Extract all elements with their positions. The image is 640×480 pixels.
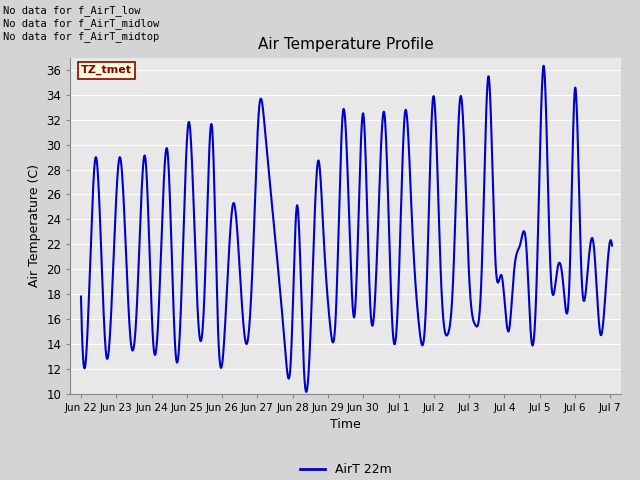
- X-axis label: Time: Time: [330, 418, 361, 431]
- Title: Air Temperature Profile: Air Temperature Profile: [258, 37, 433, 52]
- Text: No data for f_AirT_midtop: No data for f_AirT_midtop: [3, 31, 159, 42]
- Text: TZ_tmet: TZ_tmet: [81, 65, 132, 75]
- Text: No data for f_AirT_midlow: No data for f_AirT_midlow: [3, 18, 159, 29]
- Legend: AirT 22m: AirT 22m: [295, 458, 396, 480]
- Y-axis label: Air Temperature (C): Air Temperature (C): [28, 164, 41, 287]
- Text: No data for f_AirT_low: No data for f_AirT_low: [3, 5, 141, 16]
